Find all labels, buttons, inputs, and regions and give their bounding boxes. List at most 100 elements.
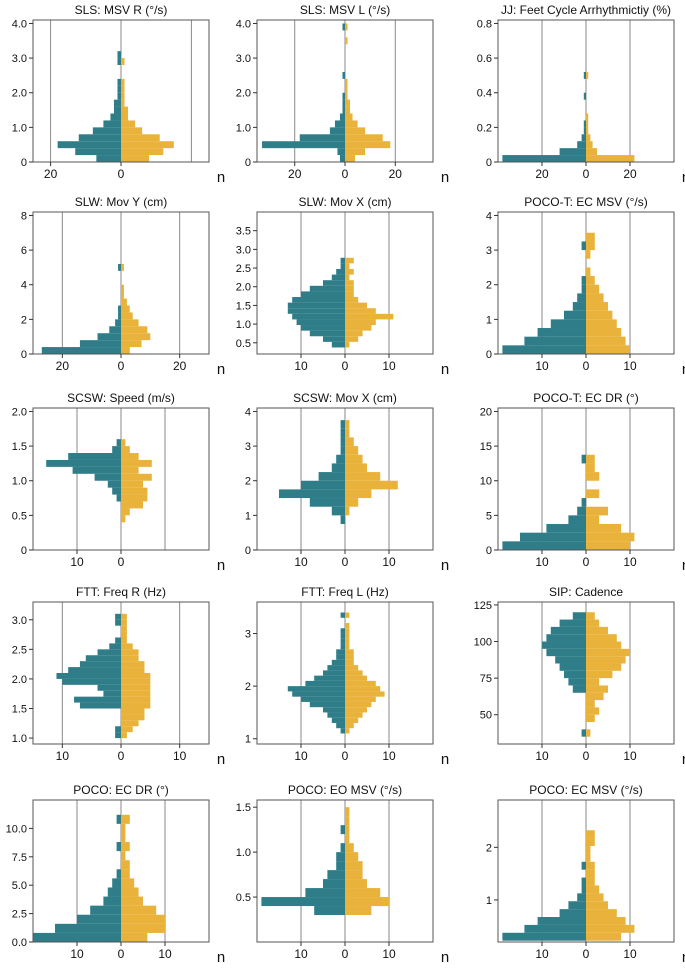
left-bar [115,726,121,733]
left-bar [502,345,586,354]
left-bar [296,319,345,326]
right-bar [121,155,150,162]
histogram-chart: FTT: Freq L (Hz) 1 2 3 10 0 10 n [245,585,449,768]
left-bar [97,684,121,691]
x-axis-unit-label: n [217,169,225,186]
right-bar [121,869,130,879]
left-bar [336,852,345,862]
left-bar [292,313,345,320]
right-bar [121,92,125,100]
right-bar [345,134,383,142]
x-tick-label: 10 [535,947,549,961]
left-bar [568,515,586,525]
y-tick-label: 4.0 [236,18,251,30]
y-tick-label: 2.0 [12,406,27,418]
x-axis-unit-label: n [441,751,449,768]
y-tick-label: 10 [480,476,492,488]
y-tick-label: 0.5 [236,338,251,350]
right-bar [586,134,591,142]
x-axis-unit-label: n [441,361,449,378]
left-bar [305,888,345,898]
x-tick-label: 20 [56,359,70,373]
right-bar [121,720,139,727]
right-bar [345,113,353,121]
y-tick-label: 1 [486,314,492,326]
y-tick-label: 3.0 [12,615,27,627]
left-bar [301,696,345,702]
left-bar [327,870,345,880]
left-bar [323,879,345,889]
right-bar [345,274,350,281]
right-bar [345,148,366,156]
right-bar [586,641,622,649]
histogram-chart: SLS: MSV R (°/s) 0 1.0 2.0 3.0 4.0 20 0 n [12,3,225,186]
x-axis-unit-label: n [682,361,685,378]
x-tick-label: 0 [118,359,125,373]
x-tick-label: 10 [173,749,187,763]
right-bar [586,685,608,693]
left-bar [340,257,345,264]
right-bar [586,853,591,862]
left-bar [115,619,121,626]
left-bar [112,487,121,495]
right-bar [121,113,129,121]
x-axis-unit-label: n [682,949,685,966]
right-bar [121,326,148,334]
right-bar [586,515,600,525]
right-bar [121,305,130,313]
left-bar [74,696,121,703]
right-bar [121,887,139,897]
y-tick-label: 4 [486,210,492,222]
right-bar [586,909,617,918]
left-bar [287,302,345,309]
right-bar [345,319,376,326]
x-tick-label: 10 [294,749,308,763]
x-axis-unit-label: n [441,949,449,966]
right-bar [121,932,148,942]
y-tick-label: 0.4 [477,88,492,100]
left-bar [342,92,345,100]
right-bar [345,428,350,438]
right-bar [345,106,351,114]
right-bar [586,310,613,320]
right-bar [345,843,354,853]
y-tick-label: 1.0 [236,319,251,331]
right-bar [121,99,125,107]
y-tick-label: 3.5 [236,226,251,238]
right-bar [121,678,151,685]
right-bar [345,489,372,499]
right-bar [345,633,350,639]
right-bar [121,58,125,66]
right-bar [121,120,136,128]
left-bar [581,241,586,251]
x-tick-label: 10 [158,947,172,961]
left-bar [502,155,586,162]
left-bar [342,99,345,107]
left-bar [329,127,345,135]
y-tick-label: 3 [245,441,251,453]
y-tick-label: 2.5 [12,644,27,656]
left-bar [103,690,121,697]
x-tick-label: 0 [583,359,590,373]
left-bar [559,909,586,918]
right-bar [586,120,589,128]
left-bar [581,861,586,870]
y-tick-label: 1.0 [12,733,27,745]
left-bar [339,155,345,162]
left-bar [113,99,121,107]
x-tick-label: 10 [623,555,637,569]
left-bar [572,685,586,693]
y-tick-label: 50 [480,710,492,722]
histogram-chart: JJ: Feet Cycle Arrhythmictiy (%) 0 0.2 0.4 0… [477,3,685,186]
left-bar [339,113,345,121]
left-bar [581,498,586,507]
y-tick-label: 5.0 [12,880,27,892]
left-bar [299,134,345,142]
y-tick-label: 2.5 [12,909,27,921]
left-bar [581,284,586,294]
left-bar [502,541,586,550]
left-bar [577,141,586,149]
right-bar [345,701,372,708]
right-bar [345,897,389,907]
left-bar [92,127,121,135]
